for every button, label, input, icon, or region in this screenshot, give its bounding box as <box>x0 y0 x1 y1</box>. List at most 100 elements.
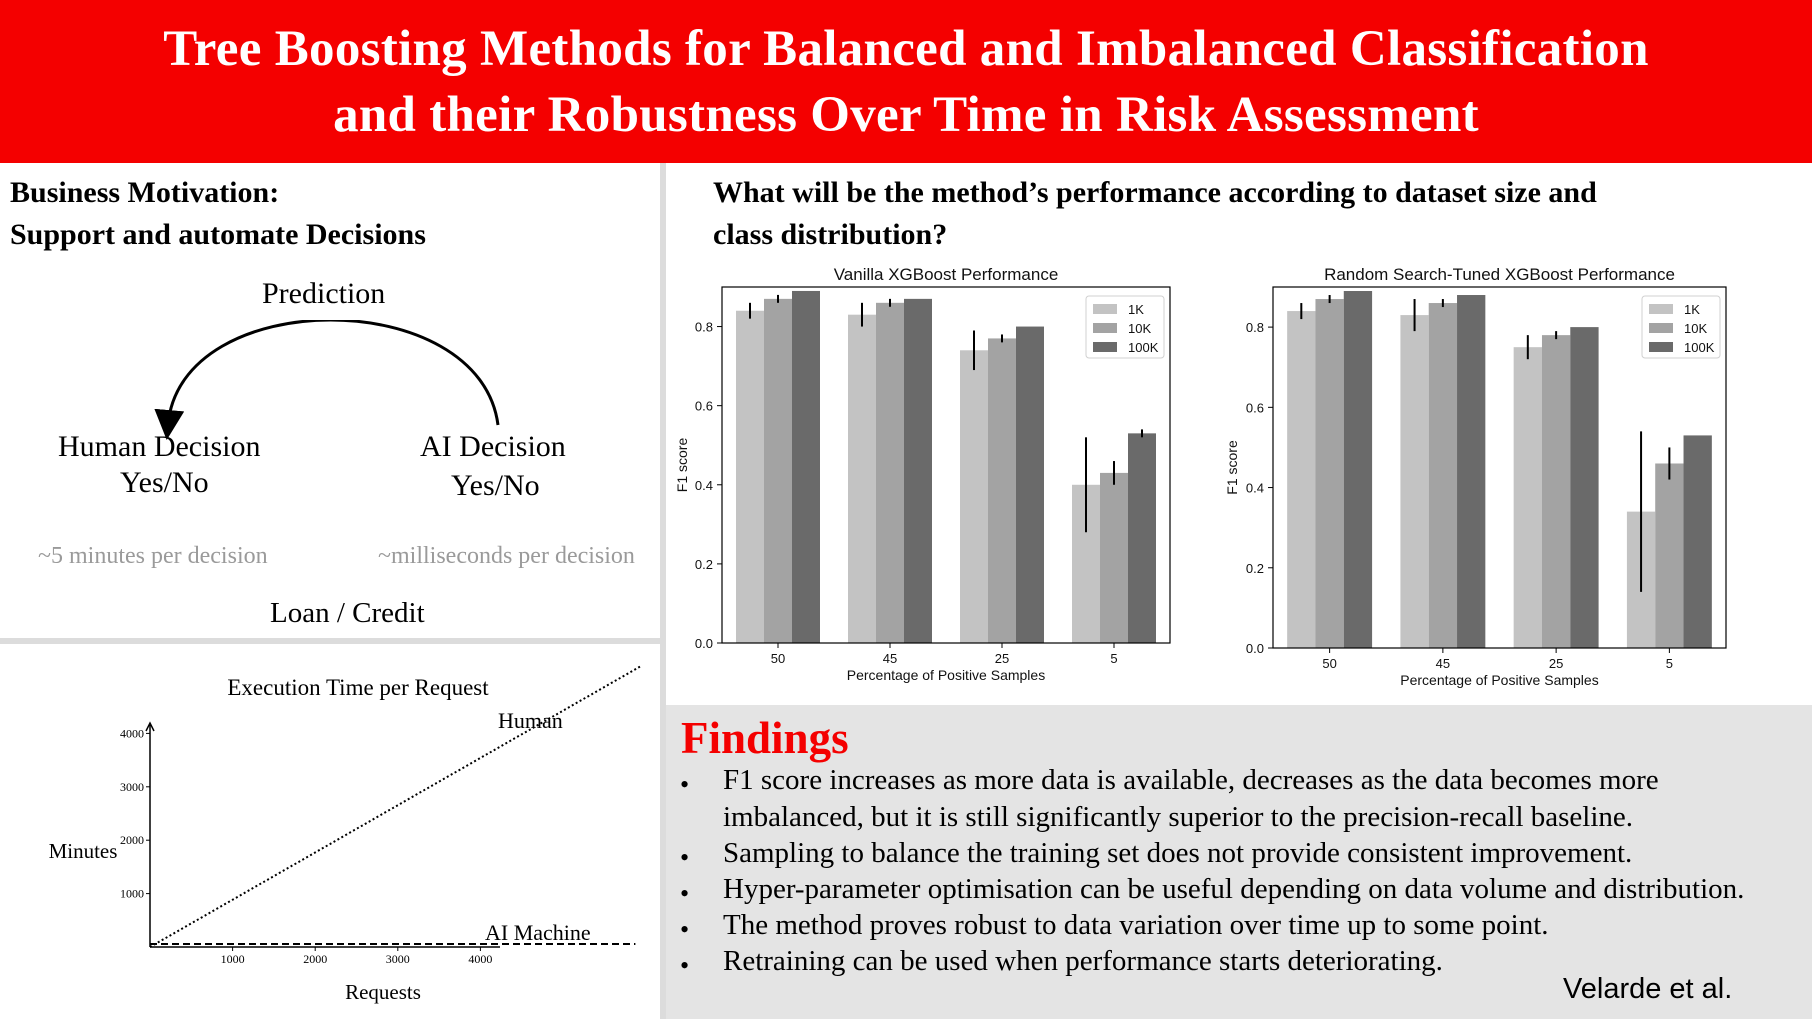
exec-y-arrow-icon <box>145 721 155 732</box>
y-axis-label: F1 score <box>674 438 690 493</box>
question-line-2: class distribution? <box>713 218 948 251</box>
finding-3: Hyper-parameter optimisation can be usef… <box>723 873 1745 905</box>
x-axis-label: Percentage of Positive Samples <box>847 667 1045 683</box>
question-line-1: What will be the method’s performance ac… <box>713 176 1597 209</box>
x-tick-label: 25 <box>1549 656 1563 671</box>
tuned-xgboost-chart: Random Search-Tuned XGBoost Performance 0… <box>1224 265 1727 688</box>
bar-100k-50 <box>1343 291 1373 648</box>
y-tick-label: 0.6 <box>695 399 713 414</box>
bar-1k-50 <box>736 310 764 643</box>
finding-2: Sampling to balance the training set doe… <box>723 837 1633 869</box>
exec-y-tick-label: 4000 <box>120 726 144 740</box>
ai-series-label: AI Machine <box>485 920 591 945</box>
y-tick-label: 0.8 <box>695 320 713 335</box>
ai-decision-label: AI Decision <box>420 430 566 463</box>
bullet-icon: • <box>680 843 690 872</box>
exec-y-axis-label: Minutes <box>49 839 118 863</box>
legend-swatch-10k <box>1649 323 1673 333</box>
exec-x-tick-label: 2000 <box>303 952 327 966</box>
legend-label-100k: 100K <box>1128 340 1159 355</box>
bar-10k-25 <box>988 338 1016 643</box>
y-tick-label: 0.2 <box>1246 561 1264 576</box>
legend-label-1k: 1K <box>1128 302 1144 317</box>
bar-100k-5 <box>1128 433 1156 643</box>
x-tick-label: 5 <box>1666 656 1673 671</box>
bar-1k-45 <box>1400 315 1429 648</box>
finding-5: Retraining can be used when performance … <box>723 945 1443 977</box>
title-line-2: and their Robustness Over Time in Risk A… <box>333 87 1479 143</box>
legend-label-10k: 10K <box>1128 321 1151 336</box>
y-tick-label: 0.8 <box>1246 320 1264 335</box>
human-yesno-label: Yes/No <box>120 466 209 499</box>
bar-1k-25 <box>960 350 988 643</box>
bar-100k-50 <box>792 290 820 643</box>
bar-10k-45 <box>876 302 904 643</box>
human-series-line <box>149 665 641 948</box>
legend-swatch-10k <box>1093 323 1117 333</box>
bar-1k-25 <box>1513 347 1542 648</box>
exec-x-tick-label: 3000 <box>386 952 410 966</box>
x-axis-label: Percentage of Positive Samples <box>1400 672 1598 688</box>
motivation-heading-1: Business Motivation: <box>10 176 280 209</box>
bar-100k-45 <box>1457 295 1486 648</box>
legend-swatch-100k <box>1649 342 1673 352</box>
bullet-icon: • <box>680 915 690 944</box>
x-tick-label: 45 <box>1436 656 1450 671</box>
findings-title: Findings <box>681 713 849 763</box>
x-tick-label: 50 <box>771 651 785 666</box>
y-tick-label: 0.0 <box>1246 641 1264 656</box>
x-tick-label: 5 <box>1110 651 1117 666</box>
prediction-label: Prediction <box>262 277 386 310</box>
legend-label-100k: 100K <box>1684 340 1715 355</box>
ai-yesno-label: Yes/No <box>451 469 540 502</box>
title-line-1: Tree Boosting Methods for Balanced and I… <box>163 21 1649 77</box>
vertical-divider <box>660 163 666 1019</box>
exec-x-tick-label: 1000 <box>221 952 245 966</box>
horizontal-divider <box>0 638 660 644</box>
y-tick-label: 0.2 <box>695 557 713 572</box>
bar-10k-5 <box>1100 472 1128 643</box>
loan-credit-label: Loan / Credit <box>270 597 425 629</box>
vanilla-xgboost-chart: Vanilla XGBoost Performance 0.0 0.2 0.4 0.6 0… <box>674 265 1171 683</box>
motivation-heading-2: Support and automate Decisions <box>10 218 426 251</box>
plot-frame <box>1272 286 1727 649</box>
arrow-icon <box>154 320 500 440</box>
human-decision-label: Human Decision <box>58 430 261 463</box>
bar-100k-25 <box>1016 326 1044 643</box>
exec-y-tick-label: 3000 <box>120 780 144 794</box>
execution-time-chart: Execution Time per Request Minutes Reque… <box>49 665 641 1004</box>
y-tick-label: 0.4 <box>1246 481 1264 496</box>
legend-swatch-1k <box>1649 304 1673 314</box>
bar-1k-45 <box>848 314 876 643</box>
finding-1-line-1: F1 score increases as more data is avail… <box>723 764 1659 796</box>
y-tick-label: 0.4 <box>695 478 713 493</box>
bullet-icon: • <box>680 879 690 908</box>
exec-x-tick-label: 4000 <box>468 952 492 966</box>
finding-4: The method proves robust to data variati… <box>723 909 1549 941</box>
prediction-arc <box>154 320 500 440</box>
bar-100k-5 <box>1683 435 1712 648</box>
exec-x-axis-label: Requests <box>345 980 421 1004</box>
x-tick-label: 25 <box>995 651 1009 666</box>
human-series-label: Human <box>498 708 563 733</box>
bullet-icon: • <box>680 951 690 980</box>
y-tick-label: 0.0 <box>695 636 713 651</box>
legend-label-1k: 1K <box>1684 302 1700 317</box>
exec-chart-title: Execution Time per Request <box>227 675 489 700</box>
y-tick-label: 0.6 <box>1246 400 1264 415</box>
bar-10k-45 <box>1428 303 1458 648</box>
chart-title: Random Search-Tuned XGBoost Performance <box>1324 265 1675 284</box>
bar-10k-50 <box>764 298 792 643</box>
y-axis-label: F1 score <box>1224 440 1240 495</box>
plot-frame <box>721 286 1171 644</box>
finding-1-line-2: imbalanced, but it is still significantl… <box>723 801 1634 833</box>
exec-y-tick-label: 1000 <box>120 887 144 901</box>
legend-label-10k: 10K <box>1684 321 1707 336</box>
bar-10k-25 <box>1541 335 1571 648</box>
human-time-label: ~5 minutes per decision <box>38 543 268 569</box>
bar-1k-50 <box>1287 311 1316 648</box>
x-tick-label: 50 <box>1322 656 1336 671</box>
bullet-icon: • <box>680 770 690 799</box>
author-label: Velarde et al. <box>1563 973 1733 1005</box>
x-tick-label: 45 <box>883 651 897 666</box>
